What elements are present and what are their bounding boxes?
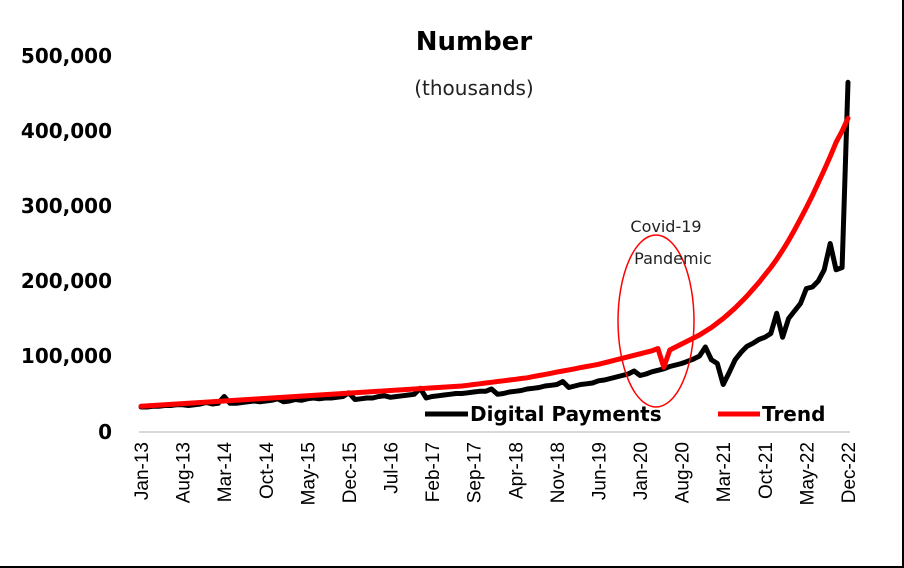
x-tick-label: Jun-19 (589, 442, 610, 500)
x-tick-label: Aug-20 (673, 442, 694, 503)
x-tick-label: Nov-18 (548, 442, 569, 503)
chart-subtitle: (thousands) (414, 76, 534, 100)
series-line-digital-payments (138, 79, 851, 410)
covid-annotation-line2: Pandemic (634, 249, 712, 268)
y-tick-label: 0 (98, 420, 112, 444)
x-tick-label: Feb-17 (423, 442, 444, 502)
x-tick-label: Mar-14 (215, 442, 236, 503)
x-tick-label: Jul-16 (382, 442, 403, 494)
y-tick-label: 500,000 (21, 44, 112, 68)
legend-label: Trend (762, 402, 825, 426)
series-line-trend (138, 115, 851, 409)
legend: Digital Payments Trend (425, 402, 825, 426)
x-tick-label: Dec-22 (839, 442, 860, 503)
x-tick-label: Oct-21 (756, 442, 777, 499)
y-tick-label: 400,000 (21, 119, 112, 143)
y-tick-label: 200,000 (21, 269, 112, 293)
x-tick-label: Apr-18 (506, 442, 527, 499)
x-tick-label: Mar-21 (714, 442, 735, 502)
y-tick-label: 100,000 (21, 344, 112, 368)
legend-item-digital-payments: Digital Payments (425, 402, 662, 426)
y-tick-label: 300,000 (21, 194, 112, 218)
x-tick-label: May-22 (797, 442, 818, 505)
x-tick-label: Sep-17 (465, 442, 486, 503)
x-tick-label: May-15 (298, 442, 319, 505)
x-tick-label: Jan-13 (132, 442, 153, 500)
covid-highlight-ellipse (617, 234, 695, 408)
legend-label: Digital Payments (470, 402, 662, 426)
legend-item-trend: Trend (718, 402, 825, 426)
x-axis: Jan-13 Aug-13 Mar-14 Oct-14 May-15 Dec-15 Jul-… (132, 442, 860, 506)
x-tick-label: Jan-20 (631, 442, 652, 500)
x-tick-label: Aug-13 (174, 442, 195, 503)
y-axis: 500,000 400,000 300,000 200,000 100,000 … (21, 44, 112, 444)
chart-title: Number (416, 27, 533, 57)
x-tick-label: Oct-14 (257, 442, 278, 499)
covid-annotation-line1: Covid-19 (630, 217, 701, 236)
x-tick-label: Dec-15 (340, 442, 361, 503)
